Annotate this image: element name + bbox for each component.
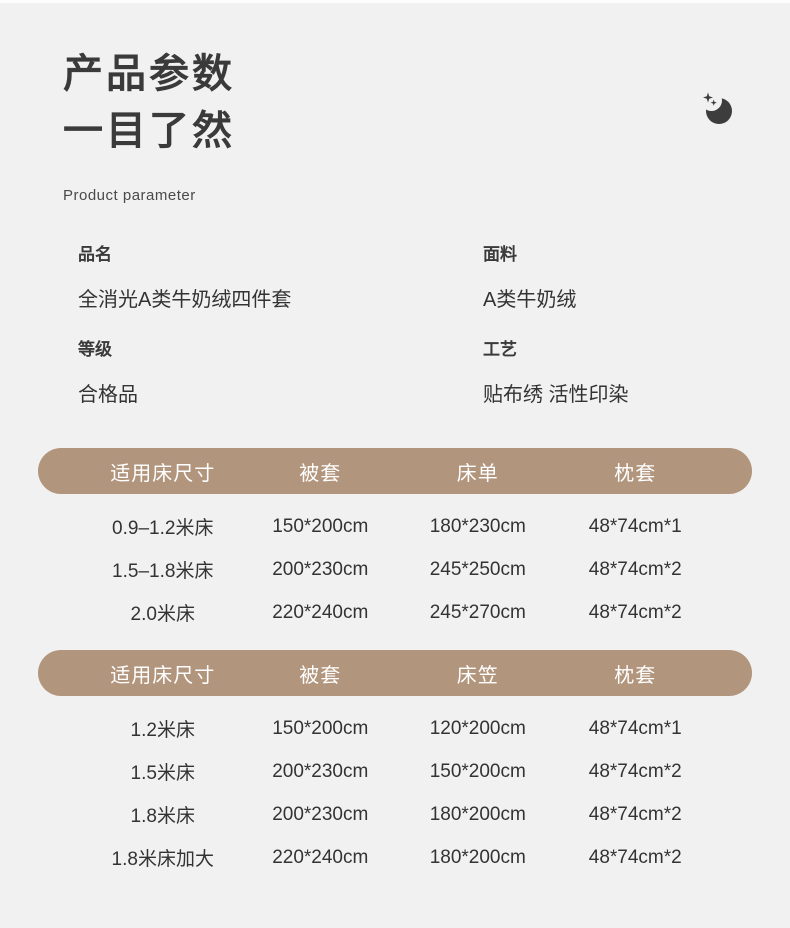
column-header: 适用床尺寸: [110, 664, 216, 687]
table-cell: 150*200cm: [429, 760, 526, 782]
table-cell: 48*74cm*2: [588, 803, 682, 825]
table-cell: 1.8米床加大: [111, 849, 214, 870]
size-table-body: 0.9–1.2米床 150*200cm 180*230cm 48*74cm*1 1.5–…: [38, 494, 752, 638]
spec-item-2: 等级 合格品: [78, 335, 483, 407]
spec-value: 合格品: [78, 384, 138, 406]
column-header: 枕套: [614, 462, 657, 485]
table-cell: 2.0米床: [130, 604, 195, 625]
table-row: 1.5–1.8米床 200*230cm 245*250cm 48*74cm*2: [84, 548, 714, 591]
size-table-header: 适用床尺寸 被套 床笠 枕套: [38, 650, 752, 696]
page-title: 产品参数 一目了然: [63, 46, 790, 160]
spec-value: 贴布绣 活性印染: [483, 384, 629, 406]
table-cell: 120*200cm: [429, 717, 526, 739]
column-header: 床单: [456, 462, 499, 485]
spec-list: 品名 全消光A类牛奶绒四件套 面料 A类牛奶绒 等级 合格品 工艺 贴布绣 活性印染: [78, 240, 790, 430]
table-cell: 220*240cm: [272, 846, 369, 868]
table-cell: 150*200cm: [272, 515, 369, 537]
table-cell: 0.9–1.2米床: [112, 518, 214, 539]
product-parameter-panel: 产品参数一目了然 Product parameter 品名全消光A类牛奶绒四件套…: [0, 46, 790, 928]
spec-item-1: 面料 A类牛奶绒: [483, 240, 790, 312]
size-tables: 适用床尺寸 被套 床单 枕套 0.9–1.2米床 150*200cm 180*230cm 48…: [38, 448, 752, 883]
table-cell: 245*250cm: [429, 558, 526, 580]
table-row: 0.9–1.2米床 150*200cm 180*230cm 48*74cm*1: [84, 505, 714, 548]
spec-value: 全消光A类牛奶绒四件套: [78, 289, 292, 311]
size-table-0: 适用床尺寸 被套 床单 枕套 0.9–1.2米床 150*200cm 180*230cm 48…: [38, 448, 752, 638]
size-table-header: 适用床尺寸 被套 床单 枕套: [38, 448, 752, 494]
table-cell: 1.5米床: [130, 763, 195, 784]
spec-item-3: 工艺贴布绣 活性印染: [483, 335, 790, 407]
column-header: 床笠: [456, 664, 499, 687]
table-cell: 48*74cm*2: [588, 760, 682, 782]
spec-label: 品名: [78, 245, 112, 264]
table-cell: 48*74cm*2: [588, 558, 682, 580]
table-row: 1.2米床 150*200cm 120*200cm 48*74cm*1: [84, 707, 714, 750]
table-cell: 1.5–1.8米床: [112, 561, 214, 582]
table-cell: 220*240cm: [272, 601, 369, 623]
table-row: 2.0米床 220*240cm 245*270cm 48*74cm*2: [84, 591, 714, 634]
crescent-moon-with-stars-icon: [698, 90, 736, 128]
table-cell: 48*74cm*2: [588, 601, 682, 623]
table-cell: 180*200cm: [429, 846, 526, 868]
spec-label: 工艺: [483, 340, 517, 359]
column-header: 枕套: [614, 664, 657, 687]
spec-value: A类牛奶绒: [483, 289, 577, 311]
size-table-body: 1.2米床 150*200cm 120*200cm 48*74cm*1 1.5米床 200…: [38, 696, 752, 883]
table-row: 1.5米床 200*230cm 150*200cm 48*74cm*2: [84, 750, 714, 793]
table-cell: 245*270cm: [429, 601, 526, 623]
spec-item-0: 品名全消光A类牛奶绒四件套: [78, 240, 483, 312]
column-header: 适用床尺寸: [110, 462, 216, 485]
table-row: 1.8米床加大 220*240cm 180*200cm 48*74cm*2: [84, 836, 714, 879]
size-table-1: 适用床尺寸 被套 床笠 枕套 1.2米床 150*200cm 120*200cm 48*74c…: [38, 650, 752, 883]
table-cell: 48*74cm*1: [588, 515, 682, 537]
table-cell: 180*200cm: [429, 803, 526, 825]
page-title-line2: 一目了然: [63, 109, 235, 153]
spec-label: 面料: [483, 245, 517, 264]
page-subtitle: Product parameter: [63, 187, 196, 204]
table-cell: 48*74cm*2: [588, 846, 682, 868]
table-cell: 150*200cm: [272, 717, 369, 739]
table-cell: 48*74cm*1: [588, 717, 682, 739]
column-header: 被套: [299, 462, 342, 485]
page-title-line1: 产品参数: [63, 52, 235, 96]
table-cell: 200*230cm: [272, 803, 369, 825]
table-cell: 1.8米床: [130, 806, 195, 827]
table-cell: 200*230cm: [272, 760, 369, 782]
spec-label: 等级: [78, 340, 112, 359]
column-header: 被套: [299, 664, 342, 687]
table-cell: 200*230cm: [272, 558, 369, 580]
table-cell: 180*230cm: [429, 515, 526, 537]
table-cell: 1.2米床: [130, 720, 195, 741]
table-row: 1.8米床 200*230cm 180*200cm 48*74cm*2: [84, 793, 714, 836]
